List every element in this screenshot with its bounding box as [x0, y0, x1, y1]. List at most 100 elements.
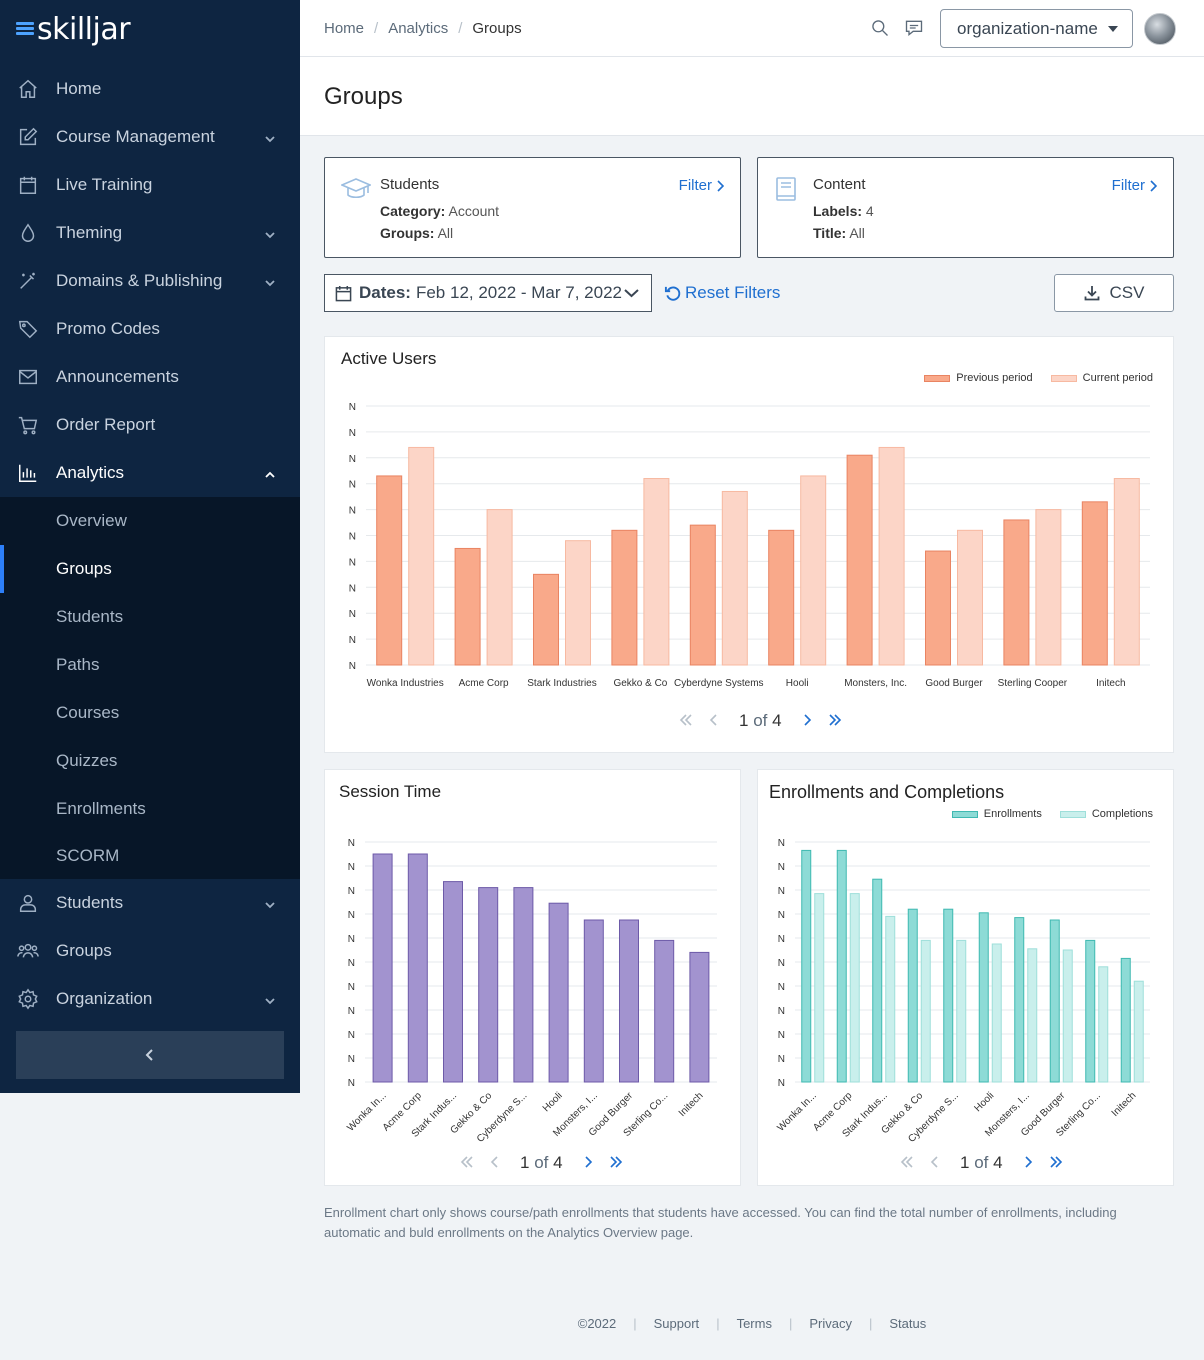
subnav-item-students[interactable]: Students — [56, 607, 124, 626]
date-range-picker[interactable]: Dates: Feb 12, 2022 - Mar 7, 2022 — [324, 274, 652, 312]
bar[interactable] — [957, 529, 983, 666]
bar[interactable] — [689, 524, 716, 666]
sidebar-item-organization[interactable]: Organization — [0, 975, 300, 1023]
bar[interactable] — [548, 902, 569, 1083]
collapse-sidebar-button[interactable] — [16, 1031, 284, 1079]
sidebar-item-groups[interactable]: Groups — [0, 927, 300, 975]
bar[interactable] — [565, 540, 591, 666]
bar[interactable] — [1062, 949, 1073, 1083]
sidebar-item-analytics[interactable]: Analytics — [0, 449, 300, 497]
footer-link-terms[interactable]: Terms — [736, 1316, 772, 1331]
bar[interactable] — [1035, 509, 1062, 666]
x-tick-label: Good Burger — [925, 678, 983, 689]
bar[interactable] — [925, 550, 951, 666]
sidebar-item-domains-publishing[interactable]: Domains & Publishing — [0, 257, 300, 305]
subnav-item-paths[interactable]: Paths — [56, 655, 100, 674]
avatar[interactable] — [1144, 13, 1176, 45]
breadcrumb-analytics[interactable]: Analytics — [388, 19, 449, 37]
bar[interactable] — [654, 939, 675, 1083]
last-page-button[interactable] — [609, 1153, 623, 1173]
first-page-button[interactable] — [900, 1153, 914, 1173]
bar[interactable] — [1120, 957, 1131, 1083]
next-page-button[interactable] — [581, 1153, 595, 1173]
subnav-item-courses[interactable]: Courses — [56, 703, 120, 722]
content-filter-link[interactable]: Filter — [1112, 177, 1157, 194]
bar[interactable] — [849, 893, 860, 1083]
bar[interactable] — [643, 478, 670, 666]
next-page-button[interactable] — [800, 711, 814, 731]
bar[interactable] — [1049, 919, 1060, 1083]
sidebar-item-theming[interactable]: Theming — [0, 209, 300, 257]
bar[interactable] — [533, 573, 559, 666]
last-page-button[interactable] — [1049, 1153, 1063, 1173]
bar[interactable] — [1014, 917, 1025, 1083]
bar[interactable] — [1098, 966, 1109, 1083]
subnav-item-groups[interactable]: Groups — [0, 545, 300, 593]
search-icon[interactable] — [870, 18, 890, 38]
sidebar-item-announcements[interactable]: Announcements — [0, 353, 300, 401]
bar[interactable] — [836, 849, 847, 1083]
bar[interactable] — [486, 509, 513, 666]
bar[interactable] — [1133, 980, 1144, 1083]
bar[interactable] — [583, 919, 604, 1083]
csv-download-button[interactable]: CSV — [1054, 274, 1174, 312]
prev-page-button[interactable] — [488, 1153, 502, 1173]
bar[interactable] — [768, 529, 795, 666]
footer-link-privacy[interactable]: Privacy — [809, 1316, 852, 1331]
bar[interactable] — [408, 446, 435, 666]
footer-link-status[interactable]: Status — [889, 1316, 927, 1331]
subnav-item-scorm[interactable]: SCORM — [56, 846, 120, 865]
next-page-button[interactable] — [1021, 1153, 1035, 1173]
first-page-button[interactable] — [679, 711, 693, 731]
bar[interactable] — [611, 529, 638, 666]
bar[interactable] — [1003, 519, 1030, 666]
bar[interactable] — [920, 939, 931, 1083]
sidebar-item-course-management[interactable]: Course Management — [0, 113, 300, 161]
bar[interactable] — [956, 939, 967, 1083]
bar[interactable] — [878, 446, 905, 666]
bar[interactable] — [978, 912, 989, 1083]
last-page-button[interactable] — [828, 711, 842, 731]
bar[interactable] — [407, 853, 428, 1083]
bar[interactable] — [372, 853, 393, 1083]
breadcrumb-home[interactable]: Home — [324, 19, 365, 37]
bar[interactable] — [885, 915, 896, 1083]
bar[interactable] — [1113, 478, 1140, 666]
bar[interactable] — [443, 881, 463, 1083]
bar[interactable] — [846, 454, 873, 666]
bar[interactable] — [907, 908, 918, 1083]
bar[interactable] — [814, 893, 825, 1083]
subnav-item-overview[interactable]: Overview — [56, 511, 127, 530]
bar[interactable] — [376, 475, 403, 666]
sidebar-item-students[interactable]: Students — [0, 879, 300, 927]
sidebar-item-live-training[interactable]: Live Training — [0, 161, 300, 209]
bar[interactable] — [943, 908, 954, 1083]
sidebar-item-promo-codes[interactable]: Promo Codes — [0, 305, 300, 353]
bar[interactable] — [801, 849, 812, 1083]
subnav-item-quizzes[interactable]: Quizzes — [56, 751, 118, 770]
bar[interactable] — [513, 887, 534, 1083]
bar[interactable] — [619, 919, 639, 1083]
prev-page-button[interactable] — [707, 711, 721, 731]
footer-link-support[interactable]: Support — [653, 1316, 700, 1331]
prev-page-button[interactable] — [928, 1153, 942, 1173]
bar[interactable] — [991, 943, 1002, 1083]
skilljar-logo[interactable]: skilljar — [0, 0, 300, 58]
bar[interactable] — [689, 951, 710, 1083]
bar[interactable] — [1085, 939, 1096, 1083]
bar[interactable] — [1027, 948, 1038, 1083]
bar[interactable] — [721, 490, 748, 666]
organization-select[interactable]: organization-name — [940, 9, 1133, 48]
subnav-item-enrollments[interactable]: Enrollments — [56, 799, 146, 818]
bar[interactable] — [872, 878, 883, 1083]
bar[interactable] — [454, 547, 481, 666]
reset-filters-button[interactable]: Reset Filters — [664, 283, 780, 303]
first-page-button[interactable] — [460, 1153, 474, 1173]
bar[interactable] — [1081, 501, 1108, 666]
bar[interactable] — [478, 887, 499, 1083]
bar[interactable] — [800, 475, 827, 666]
chat-icon[interactable] — [904, 18, 924, 38]
sidebar-item-order-report[interactable]: Order Report — [0, 401, 300, 449]
students-filter-link[interactable]: Filter — [679, 177, 724, 194]
sidebar-item-home[interactable]: Home — [0, 65, 300, 113]
